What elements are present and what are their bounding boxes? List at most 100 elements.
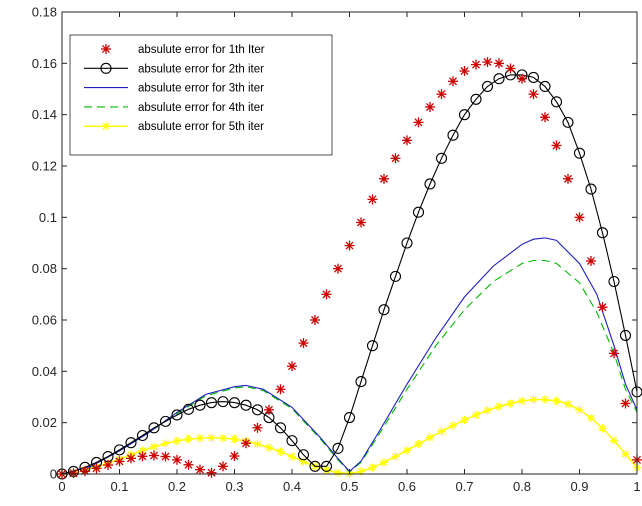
data-point [563, 173, 573, 184]
data-point [149, 450, 159, 461]
data-point [241, 438, 251, 449]
data-point [402, 135, 412, 146]
data-point [494, 402, 504, 411]
data-point [309, 460, 321, 472]
data-point [182, 403, 195, 415]
legend-item: absulute error for 2th iter [84, 62, 264, 75]
y-tick-label: 0.1 [39, 210, 57, 225]
data-point [506, 399, 515, 408]
data-point [517, 73, 527, 84]
data-point [529, 395, 538, 404]
data-point [160, 451, 171, 462]
data-point [527, 71, 540, 83]
data-point [321, 289, 332, 300]
data-point [366, 340, 379, 352]
data-point [80, 466, 90, 477]
data-point [113, 444, 126, 456]
data-point [597, 302, 608, 313]
data-point [184, 434, 193, 444]
data-point [540, 395, 550, 404]
data-point [195, 433, 205, 443]
data-point [205, 397, 218, 409]
legend-label: absulute error for 4th iter [138, 102, 264, 114]
data-point [562, 116, 574, 128]
y-tick-label: 0.04 [32, 364, 57, 379]
data-point [378, 304, 390, 316]
data-point [344, 240, 355, 251]
x-tick-label: 0.2 [168, 479, 186, 494]
data-point [217, 396, 229, 408]
data-point [367, 194, 378, 205]
x-tick-label: 0.8 [513, 479, 531, 494]
series-3 [61, 237, 638, 475]
series-line [61, 237, 638, 475]
data-point [356, 217, 366, 228]
data-point [218, 433, 228, 443]
data-point [493, 73, 505, 85]
data-point [275, 384, 286, 395]
legend-label: absulute error for 3th iter [138, 83, 264, 95]
data-point [471, 410, 481, 420]
x-tick-label: 0 [58, 479, 65, 494]
data-point [470, 93, 482, 105]
data-point [424, 178, 436, 190]
legend-label: absulute error for 5th iter [138, 121, 264, 133]
data-point [574, 212, 585, 223]
x-tick-label: 0.4 [283, 479, 301, 494]
data-point [608, 275, 620, 288]
data-point [573, 147, 586, 159]
data-point [194, 399, 206, 411]
data-point [138, 446, 147, 455]
legend-marker [101, 44, 111, 54]
data-point [379, 173, 389, 184]
data-point [437, 427, 446, 436]
data-point [287, 452, 297, 461]
y-tick-label: 0.12 [32, 159, 57, 174]
data-point [206, 467, 217, 478]
data-point [148, 422, 160, 434]
data-point [517, 396, 527, 406]
data-point [379, 458, 389, 467]
data-point [402, 446, 412, 455]
data-point [114, 456, 125, 467]
data-point [540, 112, 550, 123]
data-point [598, 424, 607, 433]
data-point [494, 58, 504, 69]
x-tick-label: 0.1 [110, 479, 128, 494]
data-point [356, 467, 366, 476]
legend-item: absulute error for 4th iter [84, 102, 264, 114]
legend-box [69, 34, 333, 156]
data-point [218, 461, 228, 472]
legend-item: absulute error for 3th iter [84, 83, 264, 95]
data-point [264, 443, 274, 452]
data-point [183, 459, 194, 470]
x-tick-label: 0.5 [340, 479, 358, 494]
data-point [459, 66, 470, 77]
y-tick-label: 0 [50, 467, 57, 482]
data-point [320, 460, 333, 472]
data-point [596, 227, 609, 239]
data-point [390, 153, 401, 164]
data-point [159, 415, 172, 427]
legend-marker [101, 122, 111, 131]
data-point [505, 63, 516, 74]
data-point [240, 399, 252, 411]
data-point [425, 101, 435, 112]
data-point [586, 255, 596, 266]
data-point [368, 463, 377, 472]
data-point [136, 429, 149, 442]
data-point [389, 270, 402, 282]
data-point [149, 442, 159, 451]
data-point [621, 450, 630, 459]
data-point [448, 421, 458, 430]
data-point [286, 435, 298, 447]
legend-marker [100, 62, 112, 74]
data-point [274, 422, 287, 434]
data-point [620, 398, 631, 409]
data-point [550, 96, 563, 108]
data-point [609, 348, 619, 359]
x-tick-label: 0.7 [455, 479, 473, 494]
data-point [425, 433, 435, 442]
data-point [552, 396, 561, 406]
